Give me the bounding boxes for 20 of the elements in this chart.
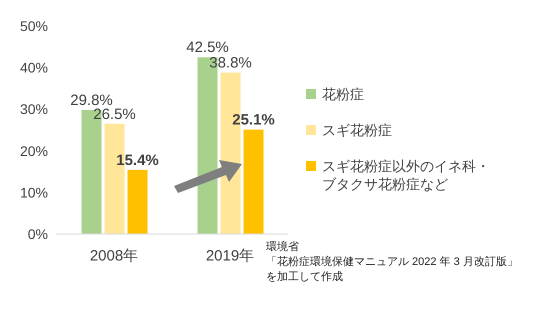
y-tick-label: 10% xyxy=(20,184,48,200)
text: 環境省 xyxy=(266,240,299,255)
y-tick-label: 20% xyxy=(20,142,48,159)
legend-label: 花粉症 xyxy=(322,86,365,104)
data-label: 15.4% xyxy=(116,152,159,169)
x-tick-label: 2008年 xyxy=(90,248,138,265)
data-label: 25.1% xyxy=(232,112,275,129)
legend-label: スギ花粉症 xyxy=(322,122,393,140)
y-tick-label: 40% xyxy=(20,60,48,76)
bar xyxy=(128,170,148,234)
x-tick-label: 2019年 xyxy=(206,248,254,265)
y-tick-label: 30% xyxy=(20,101,48,118)
y-tick-label: 0% xyxy=(28,226,48,242)
data-label: 29.8% xyxy=(70,92,113,110)
data-label: 42.5% xyxy=(186,39,229,56)
y-tick-label: 50% xyxy=(20,18,48,34)
text: 「花粉症環境保健マニュアル 2022 年 3 月改訂版」 xyxy=(266,255,518,270)
legend-label: スギ花粉症以外のイネ科・ブタクサ花粉症など xyxy=(322,158,491,194)
bar xyxy=(244,130,264,234)
text: を加工して作成 xyxy=(266,270,343,285)
